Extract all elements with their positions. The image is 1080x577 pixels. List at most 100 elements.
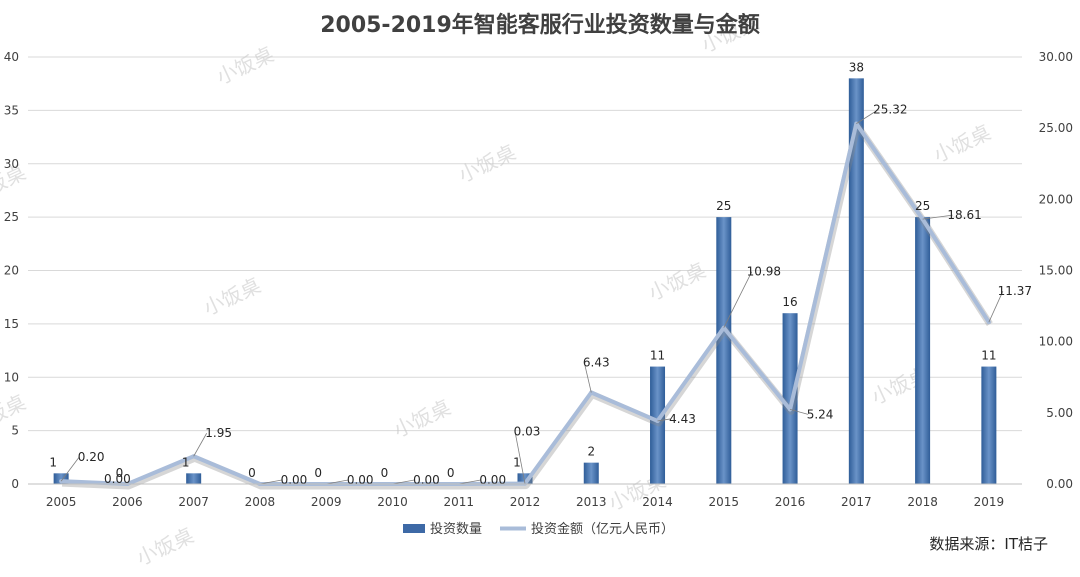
watermark: 小饭桌	[930, 120, 995, 167]
x-tick-label: 2018	[907, 495, 938, 509]
leader-line	[789, 409, 809, 415]
leader-line	[657, 418, 671, 422]
line-value-label: 4.43	[669, 412, 696, 426]
y-left-tick-label: 5	[11, 424, 19, 438]
x-tick-label: 2011	[443, 495, 474, 509]
chart-title: 2005-2019年智能客服行业投资数量与金额	[320, 12, 760, 38]
y-right-tick-label: 5.00	[1046, 406, 1073, 420]
watermark: 小饭桌	[455, 140, 520, 187]
x-tick-label: 2019	[974, 495, 1005, 509]
line-value-label: 18.61	[947, 208, 981, 222]
leader-line	[392, 479, 415, 485]
x-tick-label: 2008	[245, 495, 276, 509]
watermark: 小饭桌	[133, 523, 198, 570]
y-left-tick-label: 20	[4, 264, 19, 278]
x-tick-label: 2010	[377, 495, 408, 509]
x-tick-label: 2013	[576, 495, 607, 509]
watermark: 小饭桌	[390, 395, 455, 442]
leader-line	[723, 271, 753, 328]
bar-series	[53, 78, 997, 484]
line-value-label: 1.95	[205, 426, 232, 440]
bar-value-label: 11	[650, 349, 665, 363]
line-value-label: 6.43	[583, 355, 610, 369]
line-value-label: 0.00	[413, 473, 440, 487]
bar-value-label: 38	[849, 60, 864, 74]
bar-value-label: 0	[314, 466, 322, 480]
x-tick-label: 2007	[178, 495, 209, 509]
bar-value-label: 0	[116, 466, 124, 480]
source-note: 数据来源：IT桔子	[929, 535, 1048, 553]
line-value-label: 0.03	[514, 425, 541, 439]
bar	[848, 78, 864, 484]
watermark: 小饭桌	[200, 273, 265, 320]
bar	[716, 217, 732, 484]
bar-value-label: 0	[248, 466, 256, 480]
bar	[915, 217, 931, 484]
bar-value-label: 1	[182, 455, 190, 469]
y-left-tick-label: 10	[4, 370, 19, 384]
leader-line	[514, 431, 526, 484]
line-value-label: 0.20	[78, 450, 105, 464]
y-left-tick-label: 30	[4, 157, 19, 171]
leader-line	[326, 479, 349, 485]
x-tick-label: 2014	[642, 495, 673, 509]
legend-swatch-bar	[403, 524, 425, 533]
bar-value-label: 0	[381, 466, 389, 480]
x-tick-label: 2016	[775, 495, 806, 509]
bar-value-label: 25	[716, 199, 731, 213]
bar-value-label: 1	[49, 455, 57, 469]
bar-value-label: 11	[981, 349, 996, 363]
line-value-label: 0.00	[104, 472, 131, 486]
line-value-label: 5.24	[807, 407, 834, 421]
leader-line	[60, 456, 80, 482]
gridlines	[28, 56, 1022, 485]
bar-value-label: 1	[513, 455, 521, 469]
bar	[517, 473, 533, 484]
line-value-label: 25.32	[873, 103, 907, 117]
leader-line	[193, 433, 208, 457]
y-right-tick-label: 20.00	[1039, 192, 1073, 206]
leader-line	[856, 109, 879, 124]
leader-line	[458, 479, 481, 485]
leader-line	[988, 291, 1004, 323]
y-left-tick-label: 40	[4, 50, 19, 64]
leader-line	[583, 362, 592, 393]
line-value-label: 0.00	[347, 473, 374, 487]
x-tick-label: 2005	[46, 495, 77, 509]
y-left-tick-label: 25	[4, 210, 19, 224]
data-labels: 1 0 1 0 0 0 0 1 2 11 25 16 38 25 11 0.20 0.00 1.95 0.00 0.0…	[49, 60, 1032, 487]
x-tick-label: 2017	[841, 495, 872, 509]
legend: 投资数量 投资金额（亿元人民币）	[403, 521, 674, 537]
x-tick-label: 2015	[709, 495, 740, 509]
x-tick-label: 2009	[311, 495, 342, 509]
bar-value-label: 2	[587, 445, 595, 459]
y-right-tick-label: 30.00	[1039, 50, 1073, 64]
leader-line	[922, 214, 953, 220]
line-value-label: 11.37	[998, 284, 1032, 298]
y-left-tick-label: 15	[4, 317, 19, 331]
bar	[583, 462, 599, 484]
y-right-tick-label: 25.00	[1039, 121, 1073, 135]
axes: 05101520253035400.005.0010.0015.0020.002…	[4, 50, 1073, 509]
leader-line	[259, 479, 283, 485]
line-value-label: 0.00	[281, 473, 308, 487]
y-right-tick-label: 10.00	[1039, 335, 1073, 349]
watermark: 小饭桌	[645, 258, 710, 305]
legend-label-line: 投资金额（亿元人民币）	[531, 521, 674, 537]
bar	[186, 473, 202, 484]
y-left-tick-label: 0	[11, 477, 19, 491]
bar-value-label: 0	[447, 466, 455, 480]
bar-value-label: 16	[782, 295, 797, 309]
bar	[981, 366, 997, 484]
legend-label-bar: 投资数量	[430, 521, 482, 537]
x-tick-label: 2012	[510, 495, 541, 509]
y-left-tick-label: 35	[4, 103, 19, 117]
line-value-label: 10.98	[747, 265, 781, 279]
bar	[650, 366, 666, 484]
bar	[53, 473, 69, 484]
watermark: 小饭桌	[213, 42, 278, 89]
line-value-label: 0.00	[479, 473, 506, 487]
bar-value-label: 25	[915, 199, 930, 213]
y-right-tick-label: 15.00	[1039, 264, 1073, 278]
